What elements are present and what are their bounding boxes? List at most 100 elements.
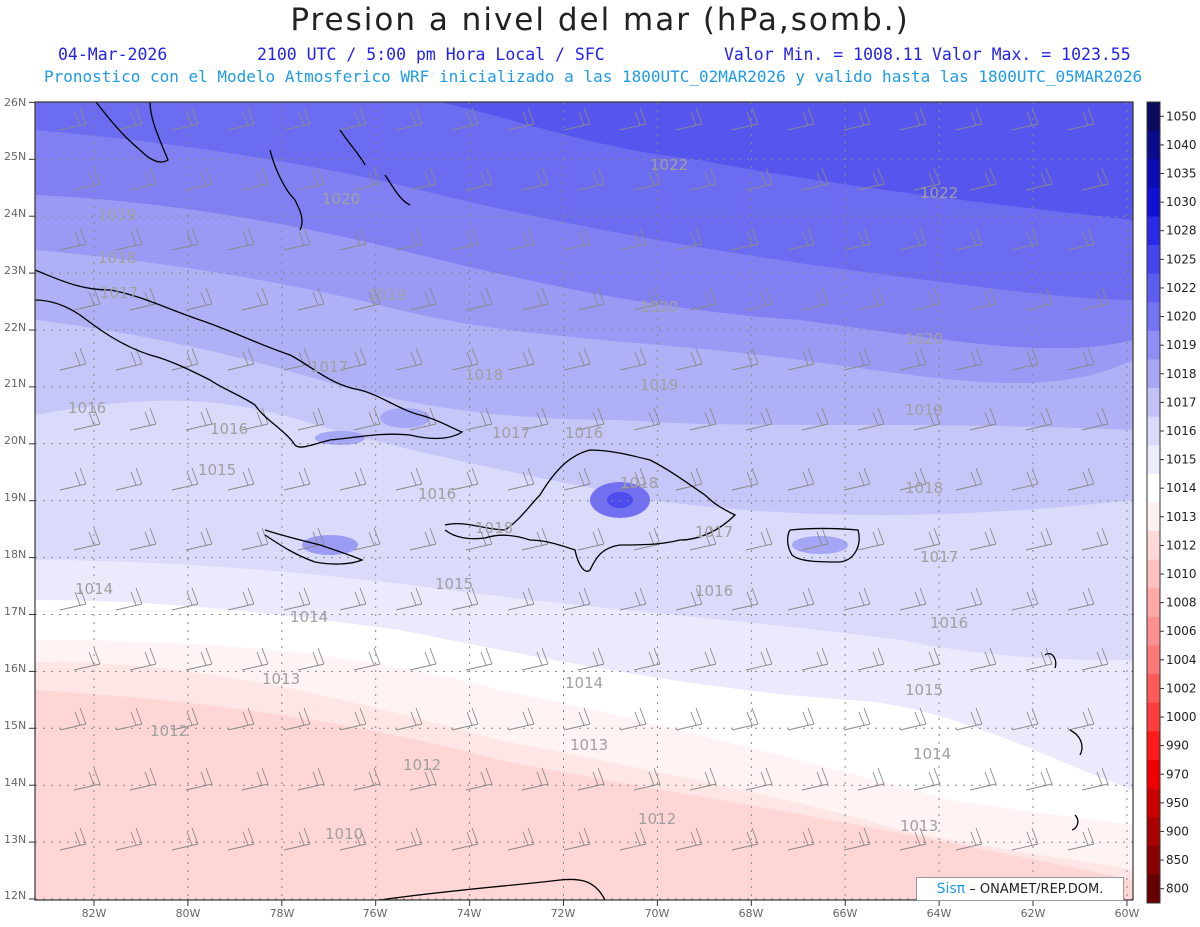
map-title: Presion a nivel del mar (hPa,somb.) <box>290 2 910 38</box>
contour-label: 1012 <box>638 810 676 828</box>
colorbar-label: 1014 <box>1166 481 1197 495</box>
contour-label: 1015 <box>435 575 473 593</box>
wind-barb-icon <box>451 107 479 131</box>
wind-barb-icon <box>227 587 255 611</box>
wind-barb-icon <box>731 347 759 371</box>
wind-barb-icon <box>129 287 157 311</box>
wind-barb-icon <box>1067 347 1095 371</box>
wind-barb-icon <box>731 587 759 611</box>
wind-barb-icon <box>73 407 101 431</box>
wind-barb-icon <box>171 707 199 731</box>
lon-label: 82W <box>82 907 107 920</box>
wind-barb-icon <box>283 227 311 251</box>
wind-barb-icon <box>227 707 255 731</box>
contour-label: 1019 <box>368 286 406 304</box>
wind-barb-icon <box>507 587 535 611</box>
wind-barb-icon <box>115 467 143 491</box>
colorbar-swatch <box>1147 645 1160 675</box>
wind-barb-icon <box>59 467 87 491</box>
colorbar-swatch <box>1147 359 1160 389</box>
wind-barb-icon <box>395 227 423 251</box>
wind-barb-icon <box>955 587 983 611</box>
colorbar-frame <box>1146 101 1161 904</box>
wind-barb-icon <box>465 287 493 311</box>
wind-barb-icon <box>171 467 199 491</box>
wind-barb-icon <box>633 287 661 311</box>
wind-barb-icon <box>185 167 213 191</box>
wind-barb-icon <box>731 467 759 491</box>
wind-barb-icon <box>521 287 549 311</box>
wind-barb-icon <box>787 827 815 851</box>
colorbar-label: 1017 <box>1166 395 1197 409</box>
contour-label: 1020 <box>905 330 943 348</box>
wind-barb-icon <box>451 467 479 491</box>
model-info: Pronostico con el Modelo Atmosferico WRF… <box>44 67 1143 86</box>
coast-jamaica <box>264 529 364 565</box>
wind-barb-icon <box>451 827 479 851</box>
colorbar-label: 1019 <box>1166 338 1197 352</box>
wind-barb-icon <box>339 467 367 491</box>
wind-barb-icon <box>745 287 773 311</box>
wind-barb-icon <box>577 407 605 431</box>
wind-barb-icon <box>969 407 997 431</box>
wind-barb-icon <box>73 287 101 311</box>
wind-barb-icon <box>171 587 199 611</box>
lon-label: 60W <box>1115 907 1140 920</box>
coast-bahamas-1 <box>269 149 303 231</box>
wind-barb-icon <box>731 107 759 131</box>
wind-barb-icon <box>563 227 591 251</box>
wind-barb-icon <box>171 827 199 851</box>
wind-barb-icon <box>563 347 591 371</box>
wind-barb-icon <box>409 767 437 791</box>
wind-barb-icon <box>59 347 87 371</box>
wind-barb-icon <box>395 827 423 851</box>
wind-barb-icon <box>577 527 605 551</box>
sispi-logo: Sisπ <box>936 881 966 897</box>
wind-barb-icon <box>689 407 717 431</box>
wind-barb-icon <box>465 767 493 791</box>
contour-label: 1018 <box>475 519 513 537</box>
wind-barb-icon <box>521 767 549 791</box>
colorbar-swatch <box>1147 588 1160 618</box>
colorbar-swatch <box>1147 531 1160 561</box>
colorbar-swatch <box>1147 874 1160 904</box>
wind-barb-icon <box>521 647 549 671</box>
coast-puerto-rico <box>786 527 860 563</box>
wind-barb-icon <box>1081 287 1109 311</box>
lat-label: 18N <box>4 548 26 561</box>
coast-lesser-antilles <box>1044 653 1083 831</box>
wind-barb-icon <box>1067 467 1095 491</box>
contour-label: 1013 <box>262 670 300 688</box>
wind-barb-icon <box>185 407 213 431</box>
wind-barb-icon <box>73 767 101 791</box>
contour-label: 1019 <box>640 376 678 394</box>
wind-barb-icon <box>857 167 885 191</box>
contour-label: 1018 <box>905 479 943 497</box>
wind-barb-icon <box>353 527 381 551</box>
contour-label: 1016 <box>930 614 968 632</box>
wind-barb-icon <box>339 827 367 851</box>
wind-barb-icon <box>745 647 773 671</box>
wind-barb-icon <box>801 647 829 671</box>
contour-label: 1013 <box>570 736 608 754</box>
wind-barb-icon <box>451 227 479 251</box>
contour-label: 1017 <box>920 548 958 566</box>
wind-barb-icon <box>171 227 199 251</box>
wind-barb-icon <box>59 827 87 851</box>
wind-barb-icon <box>227 467 255 491</box>
wind-barb-icon <box>899 107 927 131</box>
coastlines <box>34 101 1083 901</box>
colorbar-label: 1030 <box>1166 195 1197 209</box>
colorbar-label: 1012 <box>1166 538 1197 552</box>
lat-label: 16N <box>4 662 26 675</box>
wind-barb-icon <box>843 347 871 371</box>
wind-barb-icon <box>507 107 535 131</box>
wind-barb-icon <box>395 587 423 611</box>
wind-barb-icon <box>1011 707 1039 731</box>
wind-barb-icon <box>1067 587 1095 611</box>
wind-barb-icon <box>185 527 213 551</box>
lat-label: 20N <box>4 434 26 447</box>
wind-barb-icon <box>129 647 157 671</box>
lon-label: 64W <box>927 907 952 920</box>
wind-barb-icon <box>899 827 927 851</box>
